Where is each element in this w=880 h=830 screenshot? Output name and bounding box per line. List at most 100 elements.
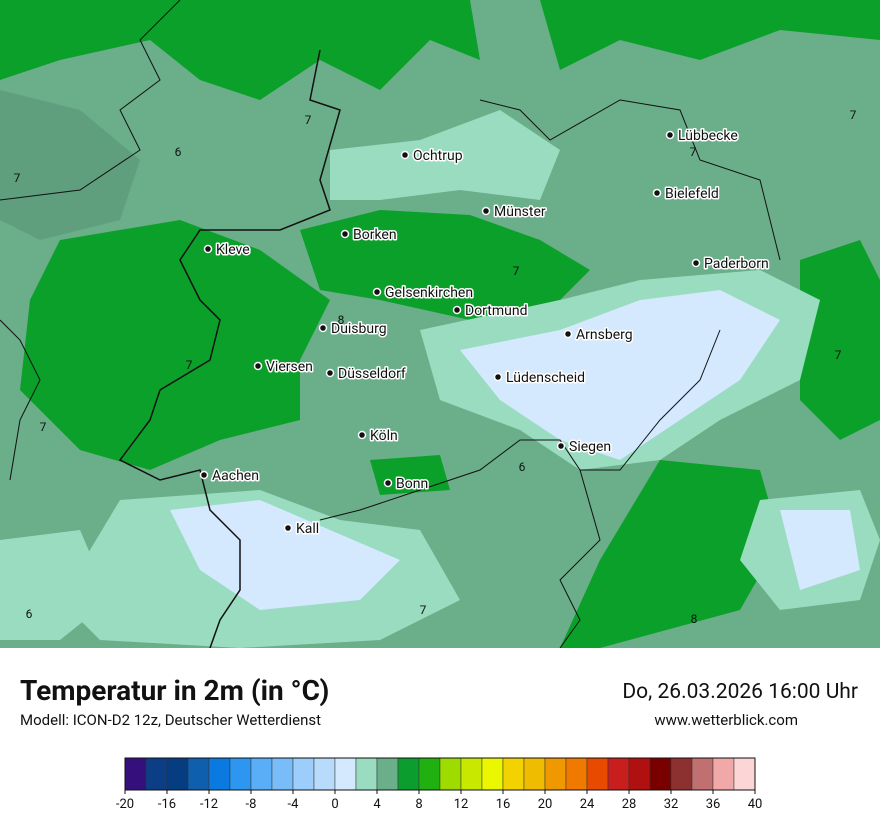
valid-time: Do, 26.03.2026 16:00 Uhr <box>622 680 858 704</box>
legend-swatch <box>439 757 462 791</box>
legend-tick-label: 4 <box>373 797 381 812</box>
legend-swatch <box>397 757 420 791</box>
isoline-label: 6 <box>175 145 182 159</box>
legend-tick-label: 24 <box>580 797 595 812</box>
legend-tick-label: 36 <box>706 797 721 812</box>
legend-swatch <box>229 757 252 791</box>
city-label: Siegen <box>569 439 611 455</box>
legend-swatch <box>565 757 588 791</box>
isoline-label: 8 <box>338 313 345 327</box>
website: www.wetterblick.com <box>654 711 798 729</box>
legend-swatch <box>187 757 210 791</box>
legend-swatch <box>481 757 504 791</box>
city-dot <box>203 244 213 254</box>
legend-swatch <box>691 757 714 791</box>
isoline-label: 6 <box>26 607 33 621</box>
city-dot <box>481 206 491 216</box>
legend-tick-label: -12 <box>200 797 218 812</box>
city-label: Ochtrup <box>413 148 463 164</box>
city-dot <box>652 188 662 198</box>
legend-tick-label: 20 <box>538 797 553 812</box>
city-dot <box>372 287 382 297</box>
legend-swatch <box>586 757 609 791</box>
city-dot <box>563 329 573 339</box>
city-dot <box>691 258 701 268</box>
city-label: Kleve <box>216 242 250 258</box>
city-label: Gelsenkirchen <box>385 285 473 301</box>
legend-tick-label: 8 <box>415 797 422 812</box>
legend-swatch <box>670 757 693 791</box>
legend-swatch <box>502 757 525 791</box>
city-dot <box>357 430 367 440</box>
city-label: Paderborn <box>704 256 769 272</box>
city-layer: Ochtrup Lübbecke Bielefeld Münster Borken Kle… <box>199 127 770 539</box>
legend-swatch <box>544 757 567 791</box>
legend-tick-label: -20 <box>116 797 134 812</box>
city-label: Arnsberg <box>576 327 633 343</box>
legend-swatch <box>334 757 357 791</box>
isoline-label: 7 <box>420 603 427 617</box>
city-label: Bielefeld <box>665 186 719 202</box>
city-label: Münster <box>494 204 546 220</box>
city-dot <box>340 229 350 239</box>
city-label: Düsseldorf <box>338 366 406 382</box>
city-label: Viersen <box>266 359 313 375</box>
legend-tick-label: 16 <box>496 797 511 812</box>
city-dot <box>400 150 410 160</box>
legend-swatch <box>733 757 756 791</box>
legend-swatch <box>313 757 336 791</box>
isoline-label: 7 <box>186 358 193 372</box>
legend-swatch <box>124 757 147 791</box>
isoline-label: 7 <box>14 171 21 185</box>
legend-swatch <box>460 757 483 791</box>
legend-tick-label: 12 <box>454 797 469 812</box>
city-label: Dortmund <box>465 303 527 319</box>
city-label: Köln <box>370 428 398 444</box>
city-dot <box>283 523 293 533</box>
city-label: Bonn <box>396 476 428 492</box>
legend-swatch <box>607 757 630 791</box>
city-label: Lüdenscheid <box>506 370 585 386</box>
city-dot <box>199 470 209 480</box>
color-legend: -20 -16 -12 -8 -4 0 4 8 12 16 20 24 28 32 36 40 <box>116 757 763 812</box>
legend-swatch <box>523 757 546 791</box>
legend-swatch <box>649 757 672 791</box>
city-dot <box>318 323 328 333</box>
map-background <box>0 0 880 648</box>
city-label: Kall <box>296 521 319 537</box>
city-dot <box>665 130 675 140</box>
borders <box>0 0 781 649</box>
legend-swatch <box>355 757 378 791</box>
legend-swatch <box>250 757 273 791</box>
isoline-label: 7 <box>850 108 857 122</box>
city-dot <box>383 478 393 488</box>
legend-swatch <box>418 757 441 791</box>
isoline-label-layer: 7 7 7 7 7 7 7 7 7 6 6 6 8 8 <box>14 108 857 626</box>
legend-tick-label: 28 <box>622 797 637 812</box>
city-dot <box>556 441 566 451</box>
legend-frame <box>124 757 756 791</box>
legend-swatch <box>166 757 189 791</box>
city-dot <box>452 305 462 315</box>
legend-tick-label: -8 <box>246 797 257 812</box>
legend-tick-label: 32 <box>664 797 679 812</box>
city-label: Aachen <box>212 468 259 484</box>
legend-swatch <box>208 757 231 791</box>
legend-swatch <box>271 757 294 791</box>
footer-background <box>0 648 880 830</box>
legend-tick-label: -16 <box>158 797 176 812</box>
isoline-label: 7 <box>305 113 312 127</box>
city-dot <box>253 361 263 371</box>
city-dot <box>493 372 503 382</box>
isoline-label: 7 <box>513 264 520 278</box>
legend-tick-label: 40 <box>748 797 763 812</box>
legend-swatch <box>376 757 399 791</box>
isoline-label: 6 <box>519 460 526 474</box>
city-dot <box>325 368 335 378</box>
legend-tick-label: -4 <box>288 797 300 812</box>
legend-swatch <box>628 757 651 791</box>
legend-swatch <box>292 757 315 791</box>
legend-tick-label: 0 <box>331 797 338 812</box>
city-label: Lübbecke <box>678 128 738 144</box>
